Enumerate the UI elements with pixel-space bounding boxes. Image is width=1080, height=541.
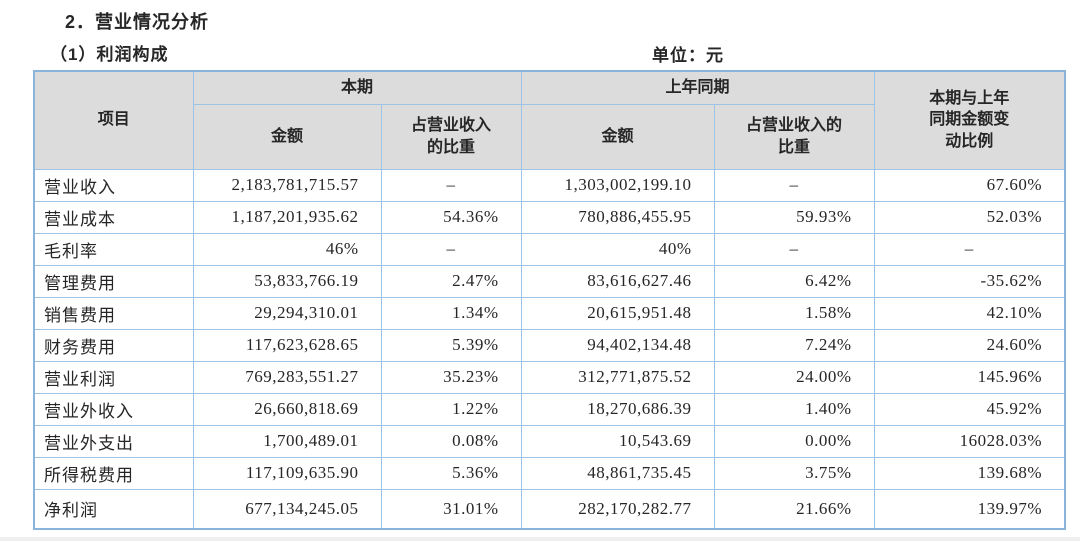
table-row: 销售费用 29,294,310.01 1.34% 20,615,951.48 1.58%…	[33, 296, 1066, 330]
amount-current-cell: 1,187,201,935.62	[192, 200, 382, 234]
amount-prior-cell: 10,543.69	[520, 424, 715, 458]
pct-prior-cell: –	[713, 232, 875, 266]
amount-current-cell: 769,283,551.27	[192, 360, 382, 394]
table-body: 营业收入 2,183,781,715.57–1,303,002,199.10–67…	[33, 168, 1066, 530]
item-cell: 所得税费用	[33, 456, 194, 490]
item-cell: 财务费用	[33, 328, 194, 362]
amount-prior-cell: 282,170,282.77	[520, 488, 715, 530]
header-change-ratio: 本期与上年 同期金额变 动比例	[873, 70, 1066, 170]
change-ratio-cell: 42.10%	[873, 296, 1066, 330]
amount-prior-cell: 20,615,951.48	[520, 296, 715, 330]
pct-prior-cell: 0.00%	[713, 424, 875, 458]
table-row: 所得税费用 117,109,635.90 5.36% 48,861,735.45 3.7…	[33, 456, 1066, 490]
amount-prior-cell: 40%	[520, 232, 715, 266]
amount-current-cell: 53,833,766.19	[192, 264, 382, 298]
pct-current-cell: 5.36%	[380, 456, 522, 490]
header-prior-period: 上年同期	[520, 70, 875, 105]
pct-current-cell: 35.23%	[380, 360, 522, 394]
amount-prior-cell: 83,616,627.46	[520, 264, 715, 298]
header-pct-current: 占营业收入 的比重	[380, 103, 522, 170]
item-cell: 净利润	[33, 488, 194, 530]
amount-current-cell: 117,623,628.65	[192, 328, 382, 362]
amount-current-cell: 26,660,818.69	[192, 392, 382, 426]
amount-current-cell: 117,109,635.90	[192, 456, 382, 490]
item-cell: 营业利润	[33, 360, 194, 394]
change-ratio-cell: 67.60%	[873, 168, 1066, 202]
profit-composition-table: 项目 本期 上年同期 本期与上年 同期金额变 动比例 金额 占营业收入 的比重 …	[33, 70, 1067, 530]
pct-current-cell: 31.01%	[380, 488, 522, 530]
unit-label: 单位：元	[652, 46, 724, 65]
header-item: 项目	[33, 70, 194, 170]
pct-prior-cell: 6.42%	[713, 264, 875, 298]
table-row: 营业利润 769,283,551.27 35.23% 312,771,875.52 24…	[33, 360, 1066, 394]
amount-current-cell: 29,294,310.01	[192, 296, 382, 330]
section-title: 2．营业情况分析	[65, 12, 210, 32]
pct-prior-cell: –	[713, 168, 875, 202]
amount-prior-cell: 780,886,455.95	[520, 200, 715, 234]
amount-prior-cell: 312,771,875.52	[520, 360, 715, 394]
pct-prior-cell: 7.24%	[713, 328, 875, 362]
amount-prior-cell: 18,270,686.39	[520, 392, 715, 426]
change-ratio-cell: -35.62%	[873, 264, 1066, 298]
amount-prior-cell: 94,402,134.48	[520, 328, 715, 362]
pct-current-cell: 5.39%	[380, 328, 522, 362]
change-ratio-cell: 145.96%	[873, 360, 1066, 394]
table-row: 营业外收入 26,660,818.69 1.22% 18,270,686.39 1.40…	[33, 392, 1066, 426]
change-ratio-cell: 24.60%	[873, 328, 1066, 362]
table-row: 营业收入 2,183,781,715.57–1,303,002,199.10–67…	[33, 168, 1066, 202]
item-cell: 营业收入	[33, 168, 194, 202]
amount-prior-cell: 48,861,735.45	[520, 456, 715, 490]
header-pct-prior: 占营业收入的 比重	[713, 103, 875, 170]
amount-current-cell: 1,700,489.01	[192, 424, 382, 458]
pct-current-cell: 54.36%	[380, 200, 522, 234]
pct-current-cell: 1.22%	[380, 392, 522, 426]
pct-prior-cell: 59.93%	[713, 200, 875, 234]
table-row: 营业成本 1,187,201,935.62 54.36% 780,886,455.95…	[33, 200, 1066, 234]
table-row: 毛利率 46% –40% – –	[33, 232, 1066, 266]
table-row: 管理费用 53,833,766.19 2.47% 83,616,627.46 6.42%…	[33, 264, 1066, 298]
pct-current-cell: –	[380, 232, 522, 266]
change-ratio-cell: 16028.03%	[873, 424, 1066, 458]
pct-current-cell: 2.47%	[380, 264, 522, 298]
amount-current-cell: 46%	[192, 232, 382, 266]
pct-current-cell: 0.08%	[380, 424, 522, 458]
table-row: 营业外支出 1,700,489.01 0.08% 10,543.69 0.00% 1602…	[33, 424, 1066, 458]
amount-current-cell: 677,134,245.05	[192, 488, 382, 530]
header-amount-prior: 金额	[520, 103, 715, 170]
change-ratio-cell: –	[873, 232, 1066, 266]
subsection-title: （1）利润构成	[50, 45, 169, 64]
item-cell: 营业外支出	[33, 424, 194, 458]
pct-prior-cell: 1.40%	[713, 392, 875, 426]
item-cell: 销售费用	[33, 296, 194, 330]
item-cell: 营业成本	[33, 200, 194, 234]
change-ratio-cell: 45.92%	[873, 392, 1066, 426]
amount-current-cell: 2,183,781,715.57	[192, 168, 382, 202]
item-cell: 管理费用	[33, 264, 194, 298]
header-amount-current: 金额	[192, 103, 382, 170]
pct-prior-cell: 1.58%	[713, 296, 875, 330]
pct-prior-cell: 21.66%	[713, 488, 875, 530]
pct-prior-cell: 3.75%	[713, 456, 875, 490]
table-header: 项目 本期 上年同期 本期与上年 同期金额变 动比例 金额 占营业收入 的比重 …	[33, 70, 1066, 170]
amount-prior-cell: 1,303,002,199.10	[520, 168, 715, 202]
header-current-period: 本期	[192, 70, 522, 105]
item-cell: 毛利率	[33, 232, 194, 266]
table-row: 净利润 677,134,245.05 31.01% 282,170,282.77 21.…	[33, 488, 1066, 530]
change-ratio-cell: 139.97%	[873, 488, 1066, 530]
pct-current-cell: 1.34%	[380, 296, 522, 330]
pct-prior-cell: 24.00%	[713, 360, 875, 394]
bottom-band	[0, 537, 1080, 541]
change-ratio-cell: 52.03%	[873, 200, 1066, 234]
change-ratio-cell: 139.68%	[873, 456, 1066, 490]
item-cell: 营业外收入	[33, 392, 194, 426]
pct-current-cell: –	[380, 168, 522, 202]
table-row: 财务费用 117,623,628.65 5.39% 94,402,134.48 7.24…	[33, 328, 1066, 362]
